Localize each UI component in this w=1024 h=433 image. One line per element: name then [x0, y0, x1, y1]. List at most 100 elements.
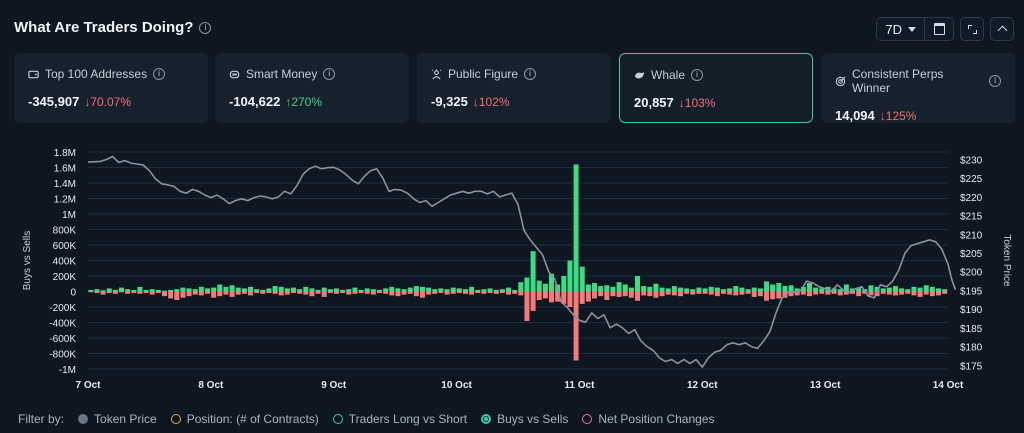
- fullscreen-button[interactable]: [960, 17, 984, 41]
- sell-bar: [174, 291, 180, 301]
- card-smart-money[interactable]: Smart Money i -104,622 ↑270%: [215, 53, 409, 123]
- buy-bar: [383, 288, 389, 292]
- filter-net-position-changes[interactable]: Net Position Changes: [582, 412, 715, 426]
- buy-bar: [346, 289, 352, 292]
- info-icon[interactable]: i: [524, 68, 537, 80]
- legend-dot-icon: [481, 414, 492, 424]
- buy-bar: [192, 289, 198, 292]
- buy-bar: [684, 288, 690, 292]
- buy-bar: [647, 286, 653, 292]
- info-icon[interactable]: i: [153, 68, 166, 80]
- arrow-down-icon: ↓: [678, 95, 685, 110]
- sell-bar: [837, 291, 843, 296]
- card-label: Consistent Perps Winner: [852, 67, 944, 95]
- sell-bar: [530, 291, 536, 311]
- sell-bar: [217, 291, 223, 297]
- collapse-button[interactable]: [990, 17, 1014, 41]
- filter-traders-long-vs-short[interactable]: Traders Long vs Short: [332, 412, 467, 426]
- sell-bar: [223, 291, 229, 295]
- card-value: -9,325: [431, 94, 468, 109]
- sell-bar: [463, 291, 469, 294]
- sell-bar: [684, 291, 690, 294]
- buy-bar: [198, 286, 204, 292]
- sell-bar: [561, 291, 567, 304]
- sell-bar: [321, 291, 327, 297]
- buy-bar: [524, 277, 530, 292]
- buy-bar: [592, 282, 598, 292]
- y2-tick-label: $215: [960, 212, 983, 223]
- legend-dot-icon: [170, 414, 181, 424]
- sell-bar: [235, 291, 241, 295]
- y2-tick-label: $205: [960, 249, 983, 260]
- sell-bar: [733, 291, 739, 296]
- sell-bar: [659, 291, 665, 297]
- x-tick-label: 9 Oct: [321, 380, 347, 391]
- buy-bar: [149, 289, 155, 292]
- sell-bar: [714, 291, 720, 297]
- filter-buys-vs-sells[interactable]: Buys vs Sells: [481, 412, 568, 426]
- info-icon[interactable]: i: [323, 68, 336, 80]
- sell-bar: [708, 291, 714, 295]
- buy-bar: [463, 289, 469, 292]
- sell-bar: [923, 291, 929, 295]
- sell-bar: [346, 291, 352, 295]
- x-tick-label: 14 Oct: [933, 380, 964, 391]
- buy-bar: [352, 287, 358, 292]
- card-public-figure[interactable]: Public Figure i -9,325 ↓102%: [417, 53, 611, 123]
- filter-token-price[interactable]: Token Price: [78, 412, 157, 426]
- buy-bar: [536, 280, 542, 292]
- card-value-row: -345,907 ↓70.07%: [28, 94, 194, 109]
- sell-bar: [825, 291, 831, 295]
- card-label: Smart Money: [246, 67, 318, 81]
- card-change: ↑270%: [285, 95, 322, 109]
- card-header: Top 100 Addresses i: [28, 67, 194, 81]
- arrow-down-icon: ↓: [879, 108, 886, 123]
- buy-bar: [721, 289, 727, 292]
- card-header: Whale i: [634, 68, 798, 82]
- sell-bar: [678, 291, 684, 297]
- card-label: Top 100 Addresses: [45, 67, 148, 81]
- sell-bar: [917, 291, 923, 297]
- sell-bar: [727, 291, 733, 295]
- page-title-text: What Are Traders Doing?: [14, 19, 194, 36]
- card-consistent-perps-winner[interactable]: Consistent Perps Winner i 14,094 ↓125%: [821, 53, 1015, 123]
- y2-tick-label: $210: [960, 230, 983, 241]
- buy-bar: [137, 286, 143, 292]
- filter-position-of-contracts[interactable]: Position: (# of Contracts): [170, 412, 319, 426]
- info-icon[interactable]: i: [199, 21, 212, 34]
- arrow-down-icon: ↓: [472, 94, 479, 109]
- sell-bar: [856, 291, 862, 297]
- y-tick-label: 0: [70, 288, 76, 299]
- range-dropdown[interactable]: 7D: [877, 18, 925, 40]
- x-tick-label: 8 Oct: [198, 380, 224, 391]
- buy-bar: [370, 289, 376, 292]
- card-header: Smart Money i: [229, 67, 395, 81]
- buy-bar: [512, 289, 518, 292]
- sell-bar: [788, 291, 794, 297]
- toolbar: 7D: [876, 17, 1014, 41]
- info-icon[interactable]: i: [691, 69, 704, 81]
- card-top-100-addresses[interactable]: Top 100 Addresses i -345,907 ↓70.07%: [14, 53, 208, 123]
- sell-bar: [813, 291, 819, 295]
- buy-bar: [401, 289, 407, 292]
- sell-bar: [905, 291, 911, 294]
- info-icon[interactable]: i: [989, 75, 1001, 87]
- sell-bar: [186, 291, 192, 297]
- sell-bar: [567, 291, 573, 307]
- wallet-icon: [28, 69, 39, 80]
- buy-bar: [248, 286, 254, 292]
- buy-bar: [487, 288, 493, 292]
- card-change: ↓102%: [473, 95, 510, 109]
- buy-bar: [358, 289, 364, 292]
- card-change-value: 270%: [291, 94, 323, 109]
- calendar-button[interactable]: [925, 18, 953, 40]
- card-whale[interactable]: Whale i 20,857 ↓103%: [619, 53, 813, 123]
- page-title: What Are Traders Doing? i: [14, 19, 212, 36]
- y-axis-title: Buys vs Sells: [22, 231, 33, 290]
- sell-bar: [843, 291, 849, 295]
- sell-bar: [751, 291, 757, 297]
- buy-bar: [315, 289, 321, 292]
- sell-bar: [205, 291, 211, 294]
- y2-tick-label: $230: [960, 155, 983, 166]
- buy-bar: [481, 289, 487, 292]
